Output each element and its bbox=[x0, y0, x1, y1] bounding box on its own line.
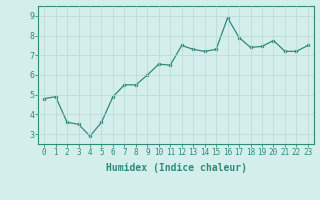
X-axis label: Humidex (Indice chaleur): Humidex (Indice chaleur) bbox=[106, 163, 246, 173]
